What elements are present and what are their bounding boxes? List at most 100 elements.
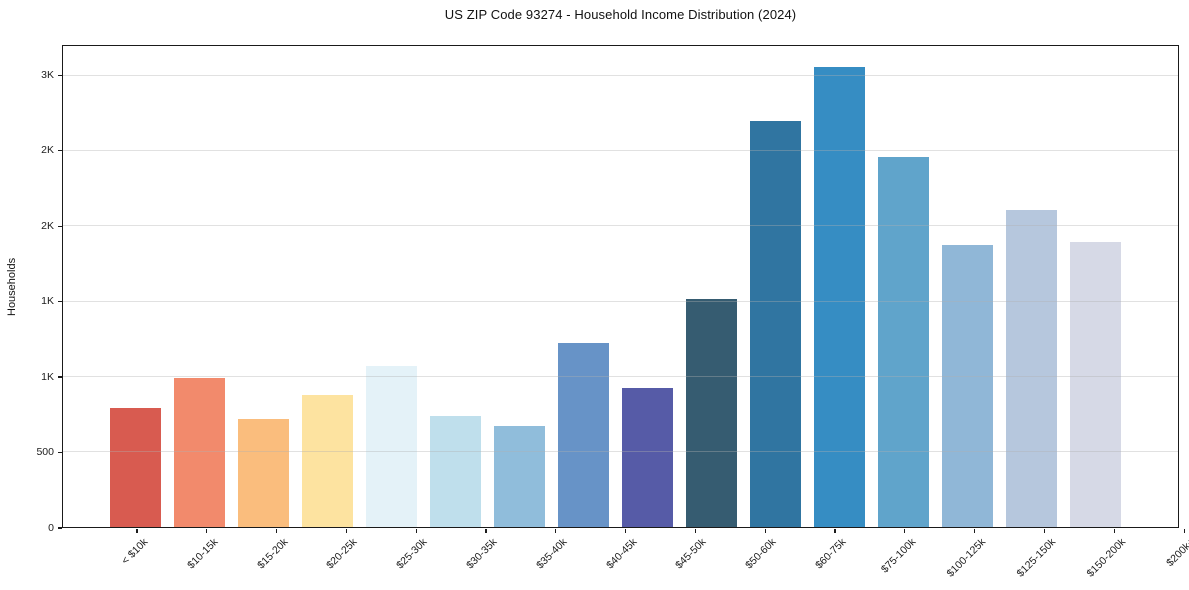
bar — [109, 407, 161, 527]
bar — [813, 67, 865, 527]
x-tick-label: $125-150k — [1014, 536, 1058, 580]
x-label-slot: $15-20k — [242, 536, 312, 590]
x-tick-mark — [764, 529, 766, 533]
bar-slot — [1063, 46, 1127, 527]
x-tick-slot — [730, 529, 800, 534]
y-axis-tick-marks — [58, 45, 62, 529]
x-tick-label: $200k+ — [1164, 536, 1189, 570]
bar-slot — [935, 46, 999, 527]
x-label-slot: $25-30k — [381, 536, 451, 590]
bars-container — [63, 46, 1178, 527]
x-tick-slot — [311, 529, 381, 534]
x-tick-mark — [555, 529, 557, 533]
x-axis-tick-labels: < $10k $10-15k $15-20k $20-25k $25-30k $30-35… — [62, 536, 1189, 590]
x-tick-mark — [345, 529, 347, 533]
x-tick-label: $45-50k — [673, 536, 709, 572]
x-tick-label: $100-125k — [944, 536, 989, 580]
x-tick-slot — [172, 529, 242, 534]
x-tick-label: $75-100k — [878, 536, 919, 576]
bar-slot — [103, 46, 167, 527]
y-tick-label: 3K — [41, 68, 54, 81]
x-tick-label: $20-25k — [324, 536, 360, 572]
x-label-slot: $30-35k — [451, 536, 521, 590]
bar-slot — [295, 46, 359, 527]
x-label-slot: $125-150k — [1010, 536, 1080, 590]
x-label-slot: $50-60k — [730, 536, 800, 590]
bar-slot — [871, 46, 935, 527]
x-tick-slot — [1079, 529, 1149, 534]
x-label-slot: $20-25k — [311, 536, 381, 590]
y-tick-label: 0 — [48, 521, 54, 534]
bar-slot — [807, 46, 871, 527]
bar — [685, 298, 737, 527]
x-tick-slot — [870, 529, 940, 534]
x-tick-mark — [485, 529, 487, 533]
x-tick-slot — [591, 529, 661, 534]
x-tick-slot — [521, 529, 591, 534]
y-tick-label: 2K — [41, 219, 54, 232]
x-tick-slot — [1010, 529, 1080, 534]
x-tick-label: $50-60k — [743, 536, 779, 572]
bar — [429, 416, 481, 527]
bar — [365, 365, 417, 527]
x-tick-slot — [242, 529, 312, 534]
y-tick-mark — [58, 451, 62, 454]
y-tick-label: 1K — [41, 370, 54, 383]
y-tick-label: 2K — [41, 144, 54, 157]
y-tick-label: 1K — [41, 295, 54, 308]
x-tick-slot — [661, 529, 731, 534]
x-tick-label: < $10k — [119, 536, 151, 567]
x-tick-label: $60-75k — [813, 536, 849, 572]
bar-slot — [231, 46, 295, 527]
y-tick-mark — [58, 150, 62, 152]
x-tick-mark — [1043, 529, 1046, 533]
plot-area — [62, 45, 1179, 528]
x-tick-slot — [381, 529, 451, 534]
x-tick-label: $40-45k — [603, 536, 640, 572]
x-tick-mark — [694, 529, 696, 533]
x-axis-tick-marks — [62, 529, 1189, 534]
x-tick-label: $10-15k — [184, 536, 221, 572]
y-tick-mark — [58, 301, 62, 303]
x-tick-label: $150-200k — [1084, 536, 1128, 580]
x-tick-mark — [136, 529, 138, 533]
bar — [1005, 209, 1057, 527]
bar-slot — [551, 46, 615, 527]
x-tick-slot — [102, 529, 172, 534]
x-tick-slot — [800, 529, 870, 534]
bar-slot — [743, 46, 807, 527]
x-tick-mark — [275, 529, 278, 533]
x-tick-label: $15-20k — [254, 536, 291, 572]
x-tick-mark — [1183, 529, 1185, 533]
bar-slot — [423, 46, 487, 527]
bar — [877, 157, 929, 527]
x-tick-label: $35-40k — [533, 536, 570, 572]
x-label-slot: $10-15k — [172, 536, 242, 590]
bar-slot — [487, 46, 551, 527]
x-label-slot: $40-45k — [591, 536, 661, 590]
bar — [173, 378, 225, 527]
y-tick-mark — [58, 74, 62, 76]
x-tick-mark — [206, 529, 208, 533]
bar — [621, 387, 673, 527]
y-tick-mark — [58, 376, 62, 378]
x-label-slot: $45-50k — [661, 536, 731, 590]
x-tick-mark — [974, 529, 976, 533]
y-tick-mark — [58, 527, 62, 529]
bar — [557, 343, 609, 527]
x-tick-mark — [1113, 529, 1115, 533]
bar — [941, 244, 993, 527]
y-tick-label: 500 — [36, 446, 54, 459]
x-tick-mark — [415, 529, 417, 533]
x-tick-mark — [904, 529, 906, 533]
bar — [301, 395, 353, 527]
bar — [749, 121, 801, 527]
x-tick-mark — [625, 529, 627, 533]
x-label-slot: $75-100k — [870, 536, 940, 590]
bar — [1069, 242, 1121, 527]
bar — [237, 419, 289, 527]
chart-title: US ZIP Code 93274 - Household Income Dis… — [444, 7, 797, 22]
x-label-slot: < $10k — [102, 536, 172, 590]
bar-slot — [615, 46, 679, 527]
